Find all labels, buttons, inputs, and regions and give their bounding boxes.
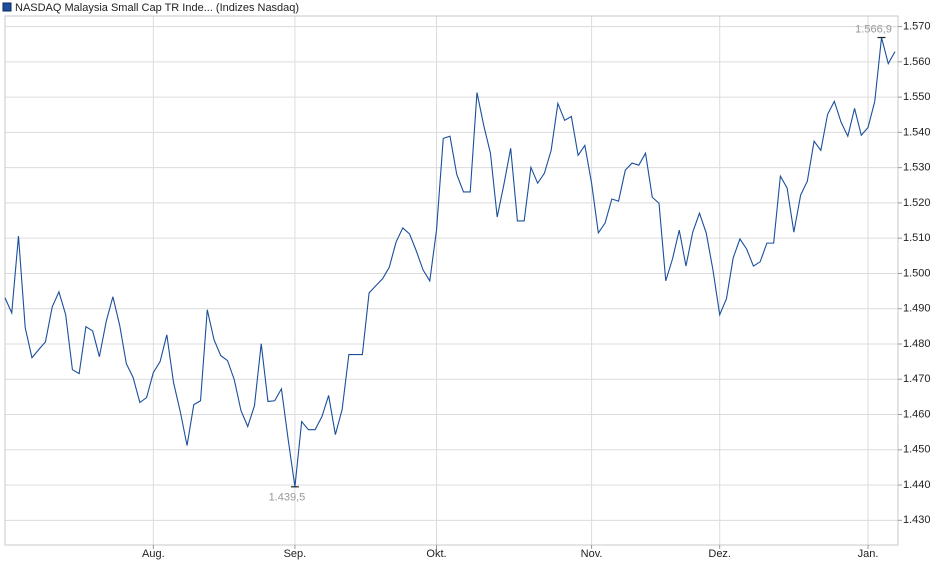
series-line [4, 37, 896, 487]
y-tick-label: 1.430 [903, 514, 931, 526]
y-tick-label: 1.470 [903, 373, 931, 385]
legend-label: NASDAQ Malaysia Small Cap TR Inde... (In… [15, 2, 299, 14]
y-tick-label: 1.530 [903, 162, 931, 174]
y-tick-label: 1.440 [903, 479, 931, 491]
value-label: 1.439,5 [269, 492, 306, 504]
y-tick-label: 1.550 [903, 91, 931, 103]
y-tick-label: 1.510 [903, 232, 931, 244]
legend-swatch [2, 2, 12, 12]
y-tick-label: 1.450 [903, 444, 931, 456]
x-tick-label: Sep. [284, 548, 307, 560]
x-tick-label: Jan. [858, 548, 879, 560]
y-tick-label: 1.570 [903, 20, 931, 32]
y-tick-label: 1.520 [903, 197, 931, 209]
y-tick-label: 1.460 [903, 408, 931, 420]
x-tick-label: Dez. [708, 548, 731, 560]
x-tick-label: Aug. [142, 548, 165, 560]
y-tick-label: 1.540 [903, 126, 931, 138]
y-tick-label: 1.500 [903, 267, 931, 279]
x-tick-label: Okt. [426, 548, 446, 560]
plot-frame [4, 15, 899, 546]
y-tick-label: 1.560 [903, 56, 931, 68]
y-tick-label: 1.490 [903, 303, 931, 315]
x-tick-label: Nov. [581, 548, 603, 560]
value-label: 1.566,9 [855, 23, 892, 35]
y-tick-label: 1.480 [903, 338, 931, 350]
